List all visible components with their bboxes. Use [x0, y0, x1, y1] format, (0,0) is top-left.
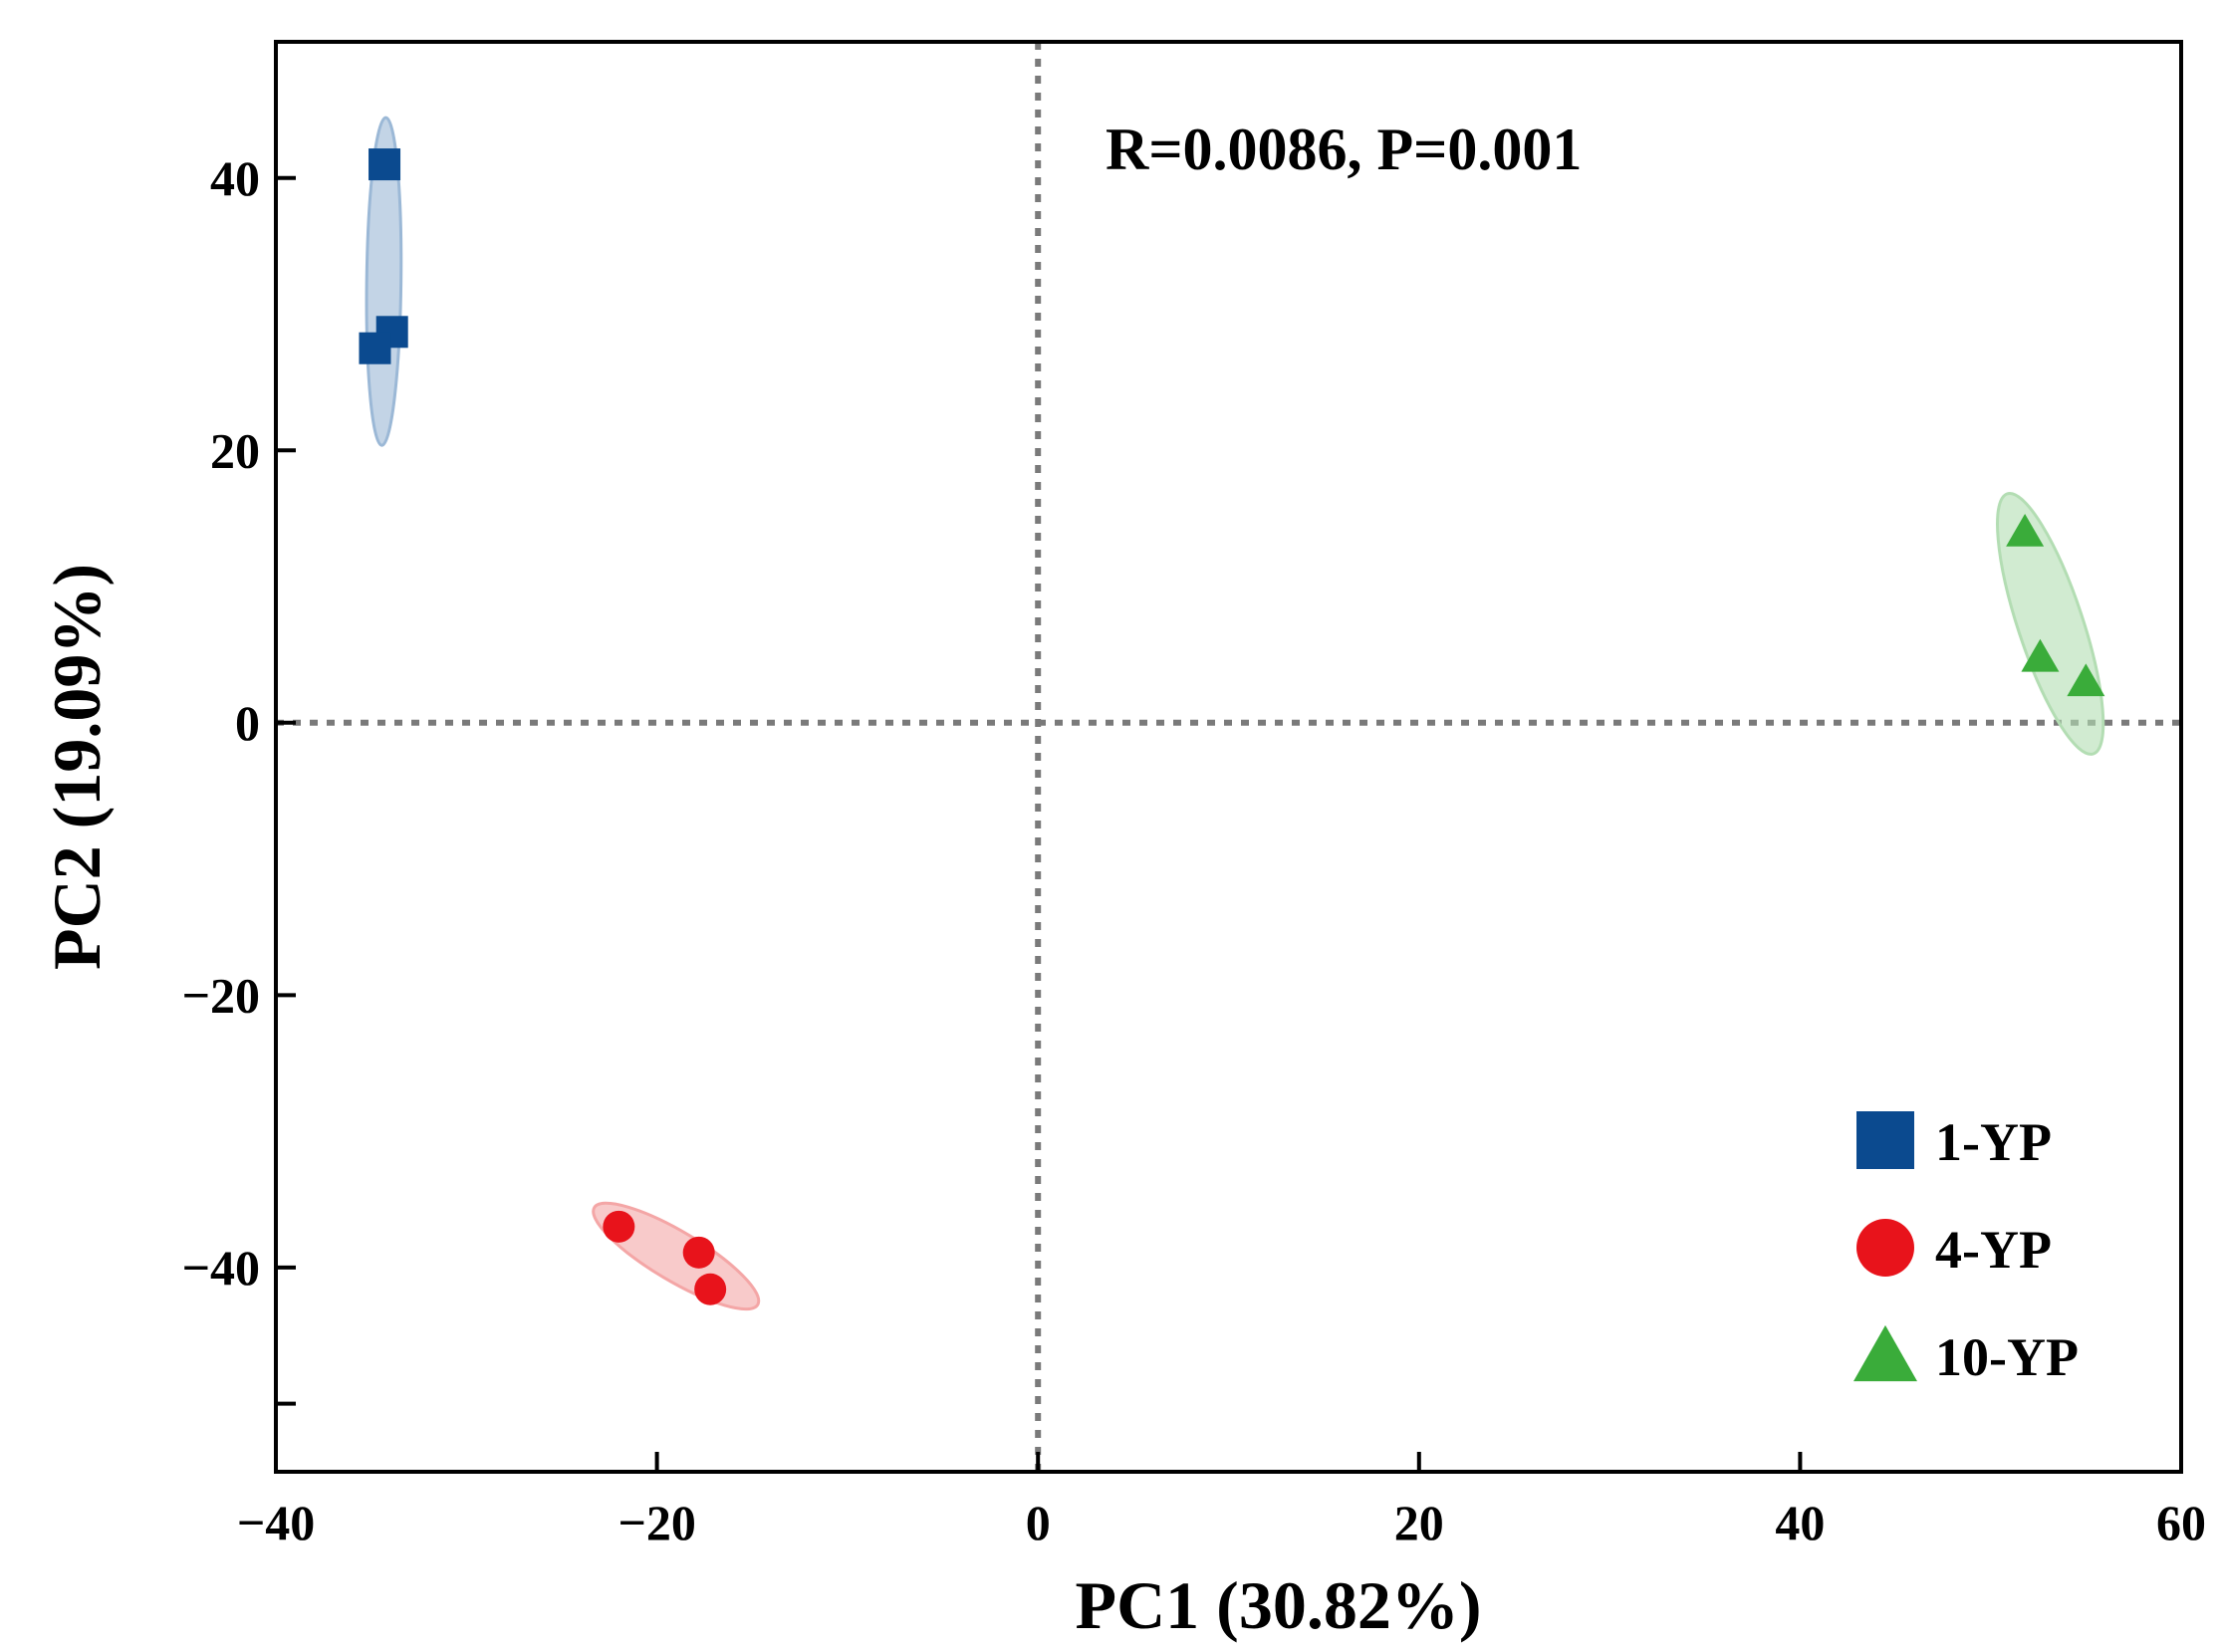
point-4-YP — [682, 1236, 715, 1269]
legend-marker-10-YP — [1853, 1324, 1917, 1382]
x-tick-label: 60 — [2156, 1495, 2206, 1550]
x-tick-label: 20 — [1394, 1495, 1444, 1550]
x-axis-ticks: −40 −20 0 20 40 60 — [237, 1452, 2206, 1550]
y-tick-label: −20 — [182, 967, 261, 1023]
reference-lines — [276, 42, 2181, 1472]
point-10-YP — [2067, 663, 2105, 697]
x-tick-label: 40 — [1775, 1495, 1825, 1550]
legend-label: 4-YP — [1935, 1220, 2052, 1280]
point-10-YP — [2006, 513, 2045, 547]
legend-marker-1-YP — [1856, 1111, 1914, 1169]
point-4-YP — [603, 1210, 635, 1243]
x-tick-label: 0 — [1026, 1495, 1051, 1550]
point-1-YP — [359, 332, 391, 364]
plot-frame — [274, 40, 2183, 1474]
legend: 1-YP 4-YP 10-YP — [1853, 1111, 2079, 1387]
y-axis-title: PC2 (19.09%) — [39, 564, 115, 970]
point-10-YP — [2021, 638, 2060, 672]
legend-marker-4-YP — [1856, 1219, 1914, 1277]
y-tick-label: 20 — [210, 422, 260, 478]
x-tick-label: −40 — [237, 1495, 316, 1550]
point-1-YP — [369, 148, 401, 181]
point-4-YP — [694, 1273, 727, 1305]
y-tick-label: −40 — [182, 1240, 261, 1296]
data-points — [359, 148, 2105, 1305]
y-tick-label: 40 — [210, 150, 260, 206]
y-tick-label: 0 — [235, 695, 260, 751]
x-axis-title: PC1 (30.82%) — [1076, 1567, 1482, 1643]
y-axis-ticks: −40 −20 0 20 40 — [182, 150, 296, 1406]
legend-label: 1-YP — [1935, 1112, 2052, 1172]
statistics-annotation: R=0.0086, P=0.001 — [1106, 117, 1582, 182]
x-tick-label: −20 — [617, 1495, 696, 1550]
legend-label: 10-YP — [1935, 1327, 2079, 1387]
